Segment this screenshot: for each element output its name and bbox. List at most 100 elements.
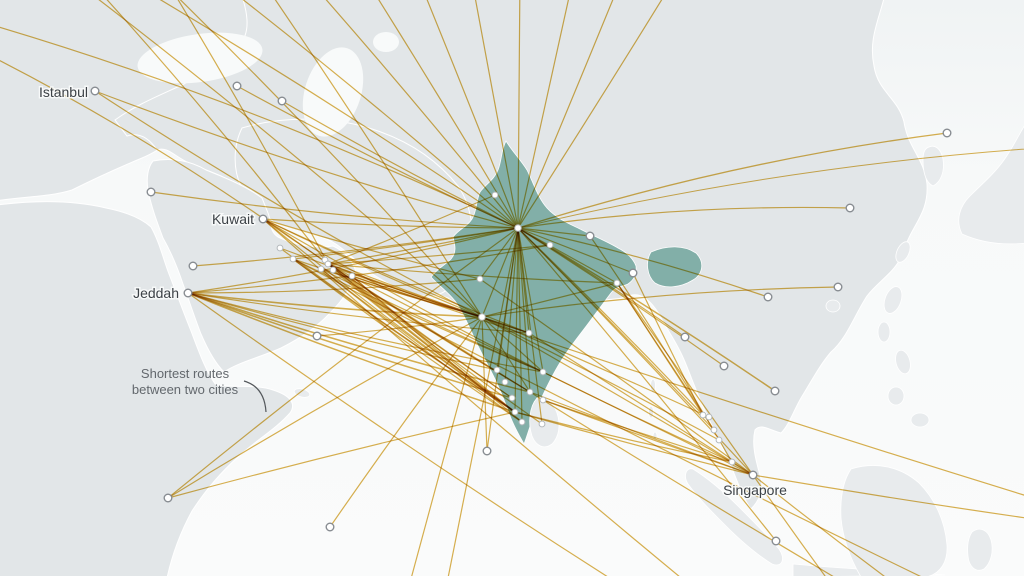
- city-dot-lucknow[interactable]: [546, 241, 554, 249]
- city-dot-trichy[interactable]: [539, 396, 547, 404]
- map-label-singapore: Singapore: [723, 482, 787, 498]
- route-line: [187, 292, 483, 318]
- city-dot-dhaka[interactable]: [628, 268, 638, 278]
- route-line: [479, 227, 519, 280]
- route-line: [481, 316, 531, 393]
- route-line: [106, 0, 329, 265]
- route-line: [167, 227, 519, 499]
- route-line: [187, 244, 551, 294]
- city-dot-bangkok[interactable]: [699, 411, 707, 419]
- india-northeast-shape: [647, 246, 703, 288]
- route-line: [517, 0, 663, 229]
- india-highlight-layer: [430, 140, 703, 445]
- map-label-istanbul: Istanbul: [39, 84, 88, 100]
- city-dot-mangalore[interactable]: [501, 378, 509, 386]
- city-dot-hanoi[interactable]: [763, 292, 773, 302]
- city-dot-colombo[interactable]: [538, 420, 546, 428]
- city-dot-dubai[interactable]: [324, 260, 332, 268]
- route-line: [351, 275, 523, 423]
- route-line: [542, 371, 754, 476]
- city-dot-krabi[interactable]: [715, 436, 723, 444]
- route-line: [517, 227, 530, 334]
- route-line: [159, 0, 519, 229]
- route-line: [517, 0, 569, 229]
- city-dot-male[interactable]: [482, 446, 492, 456]
- city-dot-kolkata[interactable]: [613, 279, 621, 287]
- city-dot-shanghai[interactable]: [845, 203, 855, 213]
- island: [958, 125, 1024, 245]
- city-dot-mandalay[interactable]: [680, 332, 690, 342]
- route-line: [479, 278, 754, 476]
- route-line: [528, 332, 754, 476]
- city-dot-istanbul[interactable]: [90, 86, 100, 96]
- city-dot-delhi[interactable]: [514, 224, 522, 232]
- city-dot-phuket[interactable]: [710, 426, 718, 434]
- island: [840, 465, 948, 576]
- city-dot-abudhabi[interactable]: [317, 265, 325, 273]
- route-line: [187, 292, 544, 373]
- city-dot-medina[interactable]: [188, 261, 198, 271]
- city-dot-singapore[interactable]: [748, 470, 758, 480]
- city-dot-amman[interactable]: [146, 187, 156, 197]
- route-line: [274, 0, 483, 318]
- city-dot-chennai[interactable]: [539, 368, 547, 376]
- city-dot-kuwait[interactable]: [258, 214, 268, 224]
- city-dot-trivandrum[interactable]: [518, 418, 526, 426]
- island: [922, 145, 944, 187]
- island: [883, 286, 903, 314]
- city-dot-ahmedabad[interactable]: [476, 275, 484, 283]
- inland-sea: [302, 47, 364, 137]
- route-line: [242, 0, 519, 229]
- route-line: [481, 227, 519, 318]
- city-dot-doha[interactable]: [289, 255, 297, 263]
- city-dot-hcmc[interactable]: [770, 386, 780, 396]
- city-dot-hyderabad[interactable]: [525, 329, 533, 337]
- city-dot-hongkong[interactable]: [833, 282, 843, 292]
- city-dot-mumbai[interactable]: [478, 313, 486, 321]
- city-dot-amritsar[interactable]: [491, 191, 499, 199]
- island: [910, 412, 930, 428]
- city-dot-kathmandu[interactable]: [585, 231, 595, 241]
- inland-sea: [137, 32, 263, 84]
- city-dot-alain[interactable]: [329, 266, 337, 274]
- city-dot-jeddah[interactable]: [183, 288, 193, 298]
- map-label-kuwait: Kuwait: [212, 211, 254, 227]
- route-line: [167, 316, 483, 499]
- route-line: [616, 282, 754, 476]
- city-dot-seoul[interactable]: [942, 128, 952, 138]
- city-dot-calicut[interactable]: [508, 394, 516, 402]
- route-line: [517, 0, 521, 229]
- island: [895, 241, 911, 263]
- city-dot-bahrain[interactable]: [276, 244, 284, 252]
- route-line: [517, 227, 769, 298]
- route-line: [179, 0, 483, 318]
- island: [887, 386, 905, 406]
- city-dot-muscat[interactable]: [348, 272, 356, 280]
- city-dot-nairobi[interactable]: [163, 493, 173, 503]
- route-line: [320, 268, 523, 423]
- route-line: [542, 399, 733, 463]
- city-dot-salalah[interactable]: [312, 331, 322, 341]
- city-dot-kl[interactable]: [728, 458, 736, 466]
- route-line: [517, 227, 591, 237]
- city-dot-tbilisi[interactable]: [232, 81, 242, 91]
- city-dot-bangkok2[interactable]: [705, 413, 713, 421]
- city-dot-kochi[interactable]: [511, 408, 519, 416]
- route-line: [411, 316, 483, 576]
- route-line: [542, 399, 754, 476]
- city-dot-baku[interactable]: [277, 96, 287, 106]
- route-line: [514, 227, 519, 413]
- annotation-line2: between two cities: [131, 382, 239, 397]
- route-line: [262, 218, 680, 576]
- city-dot-seychelles[interactable]: [325, 522, 335, 532]
- city-dot-jakarta[interactable]: [771, 536, 781, 546]
- city-dot-bangalore[interactable]: [526, 388, 534, 396]
- city-dot-goa[interactable]: [493, 366, 501, 374]
- route-line: [426, 0, 519, 229]
- city-dot-vientiane[interactable]: [719, 361, 729, 371]
- route-line: [327, 194, 496, 265]
- route-line: [262, 218, 530, 334]
- route-line: [481, 316, 488, 452]
